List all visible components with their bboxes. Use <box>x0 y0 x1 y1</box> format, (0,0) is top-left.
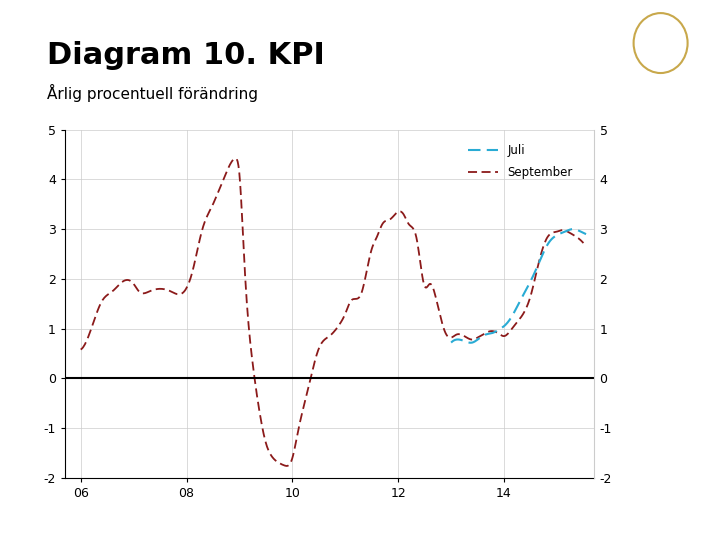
Text: SVERIGES
RIKSBANK: SVERIGES RIKSBANK <box>642 80 679 91</box>
Text: Diagram 10. KPI: Diagram 10. KPI <box>47 40 325 70</box>
Legend: Juli, September: Juli, September <box>464 139 577 184</box>
Text: Årlig procentuell förändring: Årlig procentuell förändring <box>47 84 258 102</box>
Text: Källor: SCB och Riksbanken: Källor: SCB och Riksbanken <box>550 520 702 530</box>
